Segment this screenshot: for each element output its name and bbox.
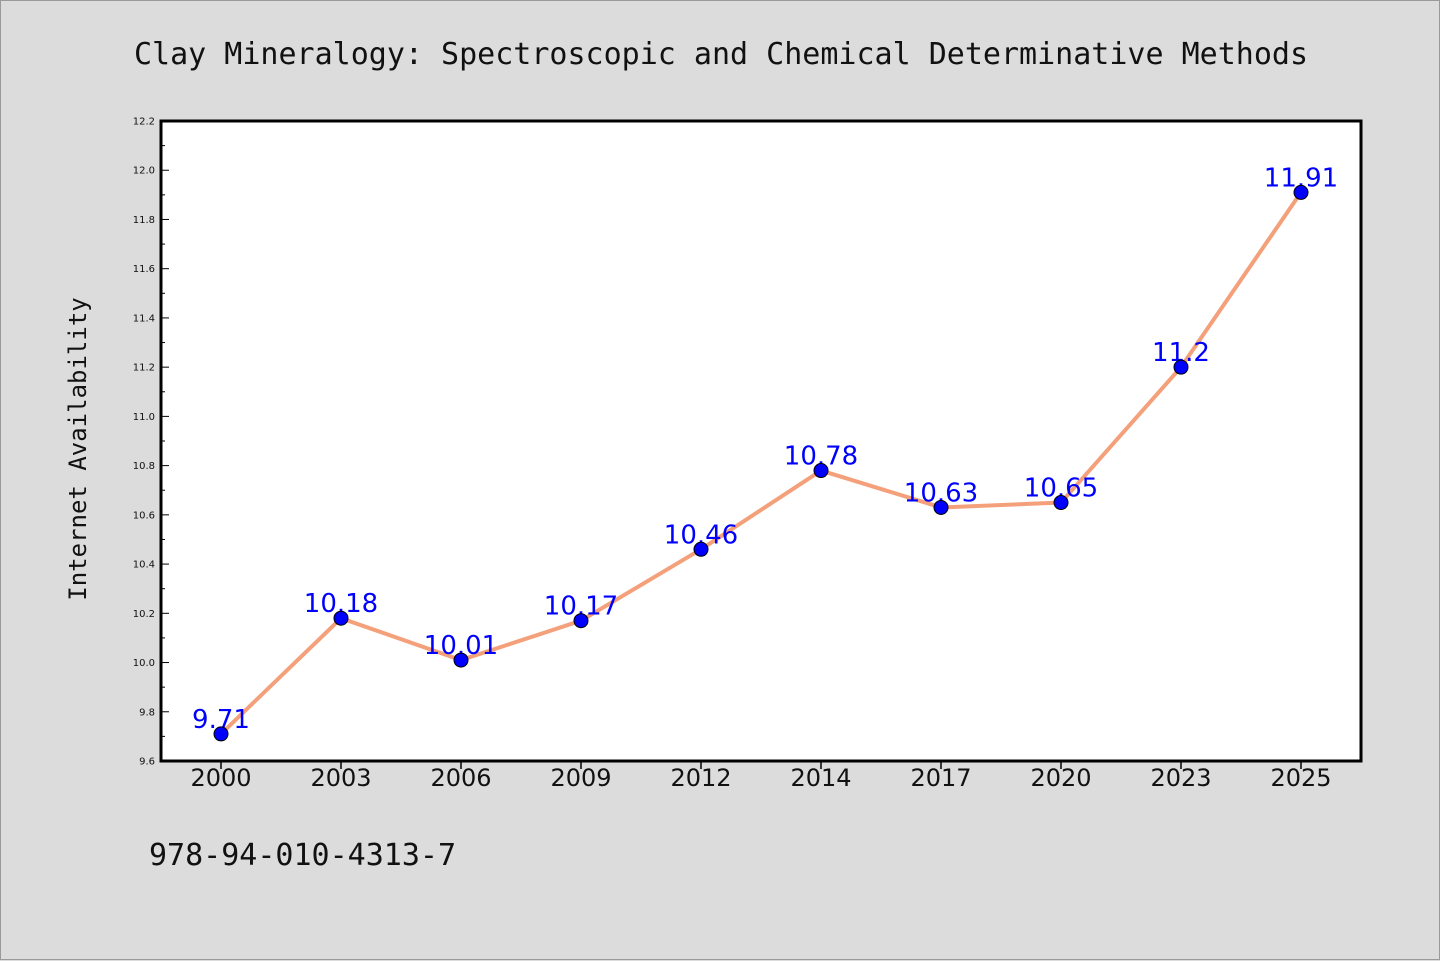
y-tick-label: 11.0 [133, 412, 155, 423]
y-tick-label: 9.6 [139, 757, 155, 768]
isbn-footer: 978-94-010-4313-7 [149, 838, 456, 873]
x-tick-label: 2017 [910, 764, 971, 792]
y-tick-label: 12.2 [133, 117, 155, 128]
series-line-group [219, 190, 1303, 736]
y-axis-ticks: 9.6 9.8 10.0 10.2 10.4 10.6 10.8 11.0 11.2 11.4 11… [133, 117, 169, 768]
x-tick-label: 2006 [430, 764, 491, 792]
data-point [1053, 495, 1069, 511]
x-tick-label: 2000 [190, 764, 251, 792]
data-point [333, 610, 349, 626]
chart-title: Clay Mineralogy: Spectroscopic and Chemi… [134, 37, 1308, 72]
data-point [813, 463, 829, 479]
data-point [693, 541, 709, 557]
x-axis-ticks: 2000 2003 2006 2009 2012 2014 2017 2020 2023 2025 [190, 761, 1332, 792]
data-point [1173, 359, 1189, 375]
y-tick-label: 9.8 [139, 707, 155, 718]
data-point [213, 726, 229, 742]
x-tick-label: 2020 [1030, 764, 1091, 792]
x-tick-label: 2012 [670, 764, 731, 792]
y-tick-label: 11.6 [133, 264, 155, 275]
y-tick-label: 11.4 [133, 313, 155, 324]
y-tick-label: 12.0 [133, 166, 155, 177]
y-tick-label: 11.8 [133, 215, 155, 226]
y-tick-label: 10.0 [133, 658, 155, 669]
data-markers-group [213, 184, 1309, 742]
x-tick-label: 2023 [1150, 764, 1211, 792]
data-point [933, 499, 949, 515]
y-tick-label: 11.2 [133, 363, 155, 374]
y-tick-label: 10.6 [133, 510, 155, 521]
x-tick-label: 2025 [1270, 764, 1331, 792]
y-axis-label: Internet Availability [64, 297, 92, 600]
plot-area [159, 119, 1363, 763]
x-tick-label: 2014 [790, 764, 851, 792]
y-tick-label: 10.2 [133, 609, 155, 620]
y-tick-label: 10.8 [133, 461, 155, 472]
x-tick-label: 2003 [310, 764, 371, 792]
data-point [453, 652, 469, 668]
data-point [573, 613, 589, 629]
series-line [219, 190, 1303, 736]
x-tick-label: 2009 [550, 764, 611, 792]
y-tick-label: 10.4 [133, 560, 155, 571]
data-point [1293, 184, 1309, 200]
